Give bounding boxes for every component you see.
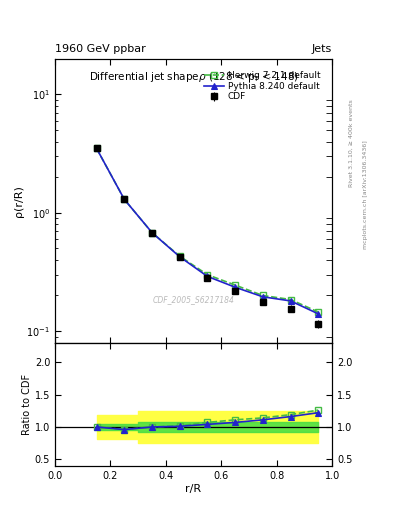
Y-axis label: ρ(r/R): ρ(r/R) xyxy=(13,185,24,217)
Text: Jets: Jets xyxy=(312,44,332,54)
Pythia 8.240 default xyxy=(316,311,321,317)
Herwig 7.2.1 default xyxy=(316,309,321,315)
Pythia 8.240 default xyxy=(205,273,210,280)
Herwig 7.2.1 default xyxy=(233,282,237,288)
Pythia 8.240 default xyxy=(288,298,293,304)
Pythia 8.240 default xyxy=(94,145,99,152)
Line: Pythia 8.240 default: Pythia 8.240 default xyxy=(94,145,321,317)
X-axis label: r/R: r/R xyxy=(185,483,202,494)
Herwig 7.2.1 default xyxy=(94,145,99,152)
Pythia 8.240 default xyxy=(150,229,154,236)
Text: Differential jet shape$\rho$ (128 < p$_\mathregular{T}$ < 148): Differential jet shape$\rho$ (128 < p$_\… xyxy=(89,70,298,84)
Text: mcplots.cern.ch [arXiv:1306.3436]: mcplots.cern.ch [arXiv:1306.3436] xyxy=(363,140,368,249)
Herwig 7.2.1 default xyxy=(261,292,265,298)
Herwig 7.2.1 default xyxy=(122,196,127,202)
Text: CDF_2005_S6217184: CDF_2005_S6217184 xyxy=(152,295,235,305)
Line: Herwig 7.2.1 default: Herwig 7.2.1 default xyxy=(94,145,321,315)
Herwig 7.2.1 default xyxy=(177,253,182,259)
Legend: Herwig 7.2.1 default, Pythia 8.240 default, CDF: Herwig 7.2.1 default, Pythia 8.240 defau… xyxy=(202,69,322,103)
Herwig 7.2.1 default xyxy=(288,296,293,303)
Herwig 7.2.1 default xyxy=(205,271,210,278)
Y-axis label: Ratio to CDF: Ratio to CDF xyxy=(22,374,32,435)
Pythia 8.240 default xyxy=(122,196,127,202)
Text: 1960 GeV ppbar: 1960 GeV ppbar xyxy=(55,44,146,54)
Herwig 7.2.1 default xyxy=(150,229,154,236)
Pythia 8.240 default xyxy=(233,284,237,290)
Pythia 8.240 default xyxy=(261,294,265,300)
Text: Rivet 3.1.10, ≥ 400k events: Rivet 3.1.10, ≥ 400k events xyxy=(349,99,354,187)
Pythia 8.240 default xyxy=(177,253,182,260)
